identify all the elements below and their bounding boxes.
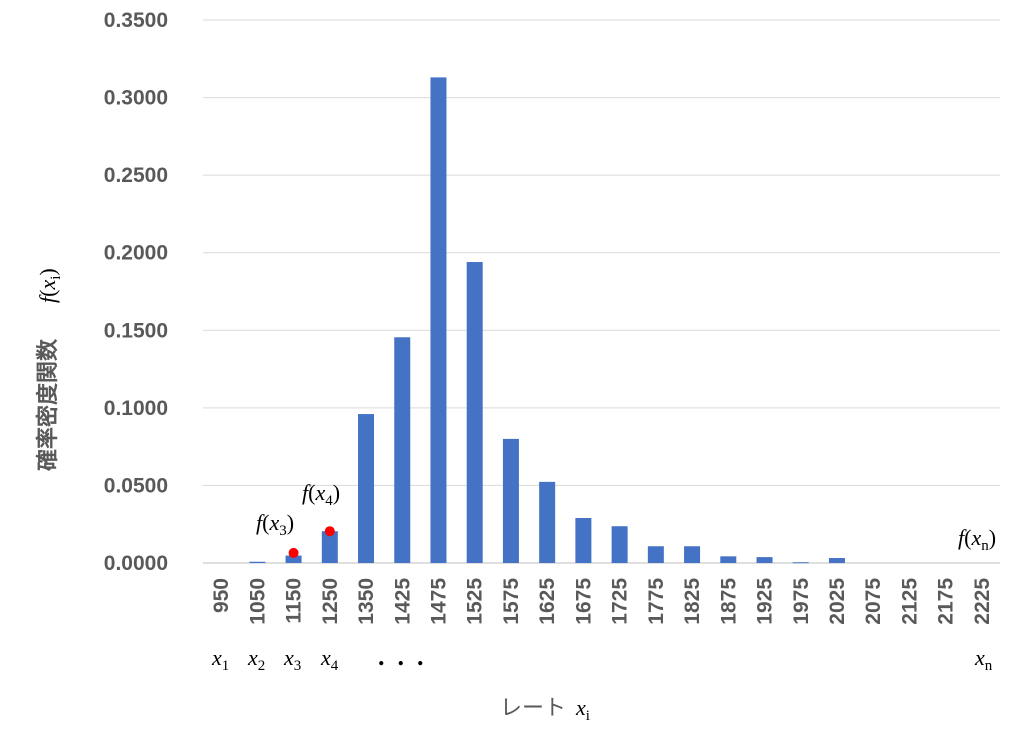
bars	[249, 77, 845, 564]
y-tick-label: 0.0000	[104, 552, 168, 575]
gridlines	[203, 19, 1000, 564]
annotations: f(x3) f(x4) f(xn)	[256, 480, 996, 554]
x-axis-title: レート xi	[500, 695, 590, 724]
x-marker-4: x4	[320, 645, 339, 674]
bar-1725	[611, 526, 628, 563]
x-marker-3: x3	[283, 645, 301, 674]
y-axis-title: 確率密度関数 f(xi)	[35, 268, 64, 471]
x-tick-label: 1525	[464, 578, 487, 625]
bar-2025	[828, 558, 845, 563]
y-tick-label: 0.1500	[104, 319, 168, 342]
y-tick-label: 0.0500	[104, 474, 168, 497]
annotation-f-xn: f(xn)	[958, 525, 996, 554]
y-tick-labels: 0.0000 0.0500 0.1000 0.1500 0.2000 0.2500 0.30…	[104, 9, 168, 575]
bar-1575	[502, 438, 519, 563]
bar-1675	[575, 518, 592, 563]
x-tick-label: 1825	[681, 578, 704, 625]
x-tick-label: 1675	[572, 578, 595, 625]
x-tick-label: 1350	[355, 578, 378, 625]
x-tick-label: 1875	[717, 578, 740, 625]
x-markers: x1 x2 x3 x4 . . . xn	[211, 642, 993, 674]
bar-1925	[756, 557, 773, 563]
y-tick-label: 0.2500	[104, 164, 168, 187]
annotation-f-x3: f(x3)	[256, 510, 294, 539]
x-tick-label: 2125	[898, 578, 921, 625]
y-tick-label: 0.3500	[104, 9, 168, 32]
x-marker-2: x2	[247, 645, 265, 674]
x-tick-label: 1050	[246, 578, 269, 625]
x-tick-label: 1475	[427, 578, 450, 625]
bar-1050	[249, 561, 266, 563]
y-tick-label: 0.3000	[104, 87, 168, 110]
x-tick-label: 1725	[609, 578, 632, 625]
ellipsis-dots: . . .	[378, 642, 424, 671]
x-tick-label: 1250	[319, 578, 342, 625]
y-tick-label: 0.1000	[104, 397, 168, 420]
y-axis-label: 確率密度関数	[35, 338, 61, 471]
x-tick-label: 2175	[935, 578, 958, 625]
x-tick-label: 1925	[754, 578, 777, 625]
y-axis-function: f(xi)	[35, 268, 64, 303]
bar-1825	[684, 546, 701, 563]
x-tick-label: 2075	[862, 578, 885, 625]
point-markers	[288, 526, 335, 558]
bar-1150	[285, 555, 302, 563]
x-tick-label: 2225	[971, 578, 994, 625]
bar-1425	[394, 337, 411, 563]
point-marker	[288, 547, 299, 558]
annotation-f-x4: f(x4)	[302, 480, 340, 509]
bar-1775	[647, 546, 664, 563]
x-tick-label: 1575	[500, 578, 523, 625]
x-marker-n: xn	[974, 645, 993, 674]
x-tick-label: 1975	[790, 578, 813, 625]
x-tick-label: 1425	[391, 578, 414, 625]
bar-1250	[321, 531, 338, 563]
bar-1350	[358, 414, 375, 563]
bar-1625	[539, 481, 556, 563]
point-marker	[324, 526, 335, 537]
y-tick-label: 0.2000	[104, 242, 168, 265]
x-tick-label: 950	[210, 578, 233, 613]
x-tick-label: 1150	[283, 578, 306, 624]
bar-1475	[430, 77, 447, 563]
x-tick-label: 1775	[645, 578, 668, 625]
x-tick-label: 2025	[826, 578, 849, 625]
bar-1525	[466, 262, 483, 563]
x-marker-1: x1	[211, 645, 229, 674]
x-tick-labels: 950 1050 1150 1250 1350 1425 1475 1525 1575 1625 1…	[210, 578, 994, 625]
bar-1975	[792, 562, 809, 564]
bar-1875	[720, 556, 737, 563]
x-tick-label: 1625	[536, 578, 559, 625]
